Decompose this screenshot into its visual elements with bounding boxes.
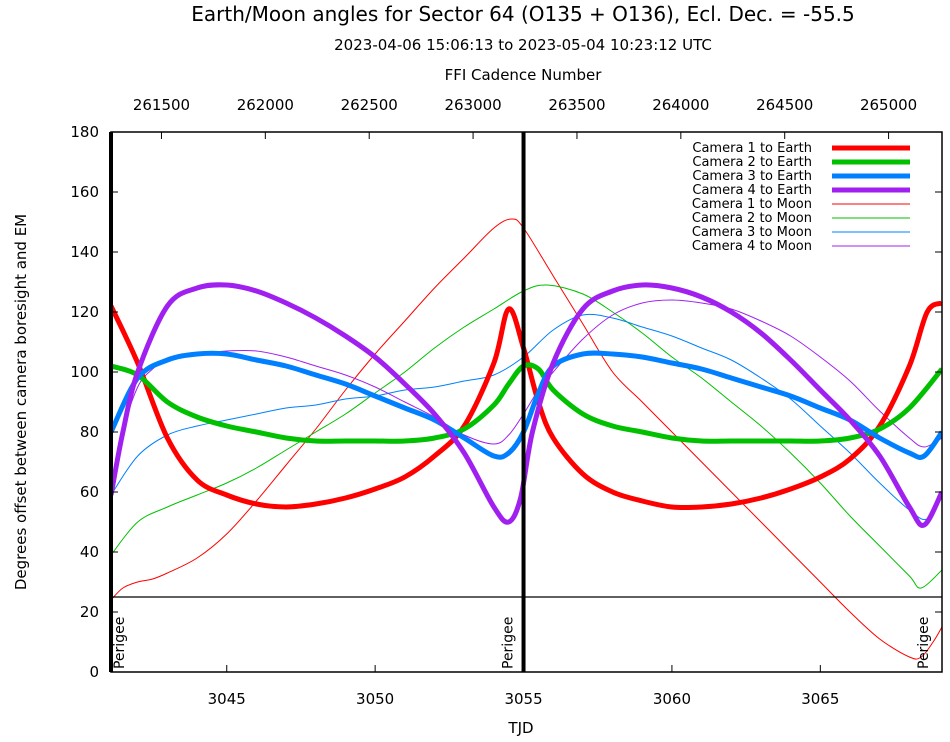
y-tick-label: 120 [70, 303, 99, 321]
y-tick-label: 0 [89, 663, 99, 681]
legend-label: Camera 2 to Moon [692, 211, 812, 226]
y-tick-label: 80 [80, 423, 99, 441]
x2-tick-label: 262500 [341, 96, 398, 114]
frame-layer: Perigee Perigee Perigee [109, 131, 943, 673]
x2-tick-label: 263500 [548, 96, 605, 114]
perigee-label: Perigee [501, 617, 517, 669]
y-tick-label: 60 [80, 483, 99, 501]
x-tick-label: 3050 [356, 690, 394, 708]
x-tick-label: 3060 [653, 690, 691, 708]
top-axis-label: FFI Cadence Number [444, 66, 602, 84]
x2-tick-label: 262000 [237, 96, 294, 114]
tick-layer: 0 20 40 60 80 100 120 140 160 180 3045 3050 3055 3060… [70, 96, 942, 708]
y-tick-label: 100 [70, 363, 99, 381]
x-tick-label: 3055 [504, 690, 542, 708]
legend-label: Camera 3 to Moon [692, 225, 812, 240]
y-tick-label: 180 [70, 123, 99, 141]
y-tick-label: 160 [70, 183, 99, 201]
chart-subtitle: 2023-04-06 15:06:13 to 2023-05-04 10:23:… [334, 36, 712, 54]
legend-label: Camera 1 to Earth [692, 141, 812, 156]
y-axis-label: Degrees offset between camera boresight … [12, 214, 30, 590]
series-layer [111, 218, 942, 660]
series-camera-4-to-earth [111, 282, 942, 528]
x-tick-label: 3045 [208, 690, 246, 708]
legend-label: Camera 4 to Moon [692, 239, 812, 254]
y-tick-label: 140 [70, 243, 99, 261]
legend-label: Camera 4 to Earth [692, 183, 812, 198]
x2-tick-label: 264500 [756, 96, 813, 114]
legend-label: Camera 1 to Moon [692, 197, 812, 212]
x-axis-label: TJD [507, 719, 533, 737]
plot-border [110, 131, 943, 673]
legend-label: Camera 3 to Earth [692, 169, 812, 184]
y-tick-label: 40 [80, 543, 99, 561]
x2-tick-label: 265000 [860, 96, 917, 114]
series-camera-3-to-moon [111, 313, 942, 521]
perigee-label: Perigee [112, 617, 128, 669]
perigee-label: Perigee [916, 617, 932, 669]
x2-tick-label: 264000 [652, 96, 709, 114]
series-camera-1-to-earth [111, 300, 942, 511]
series-camera-2-to-moon [111, 284, 942, 589]
chart-title: Earth/Moon angles for Sector 64 (O135 + … [191, 2, 855, 26]
x2-tick-label: 261500 [133, 96, 190, 114]
y-tick-label: 20 [80, 603, 99, 621]
x2-tick-label: 263000 [444, 96, 501, 114]
legend-label: Camera 2 to Earth [692, 155, 812, 170]
series-camera-3-to-earth [111, 350, 942, 460]
x-tick-label: 3065 [801, 690, 839, 708]
